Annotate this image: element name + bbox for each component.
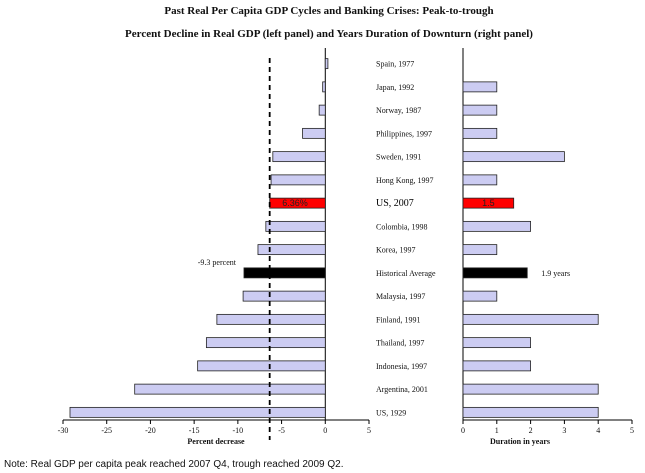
- right-bar-hong-kong-1997: [462, 174, 498, 186]
- right-panel: 0 1 2 3 4 5 Duration in years 1.5 1.9 years: [461, 48, 634, 446]
- category-label-us-1929: US, 1929: [376, 408, 406, 417]
- right-bar-norway-1987: [462, 104, 498, 116]
- category-labels: Spain, 1977 Japan, 1992 Norway, 1987 Philip…: [376, 60, 436, 418]
- left-bar-thailand-1997: [205, 337, 326, 349]
- category-label-argentina-2001: Argentina, 2001: [376, 385, 428, 394]
- right-bar-japan-1992: [462, 81, 498, 93]
- category-label-hong-kong-1997: Hong Kong, 1997: [376, 176, 434, 185]
- right-x-tick-label: 1: [495, 426, 499, 435]
- right-x-axis-title: Duration in years: [490, 437, 550, 446]
- left-bar-us-1929: [69, 406, 326, 418]
- left-x-tick-label: -20: [145, 426, 156, 435]
- category-label-spain-1977: Spain, 1977: [376, 60, 414, 69]
- left-data-label-us2007: 6.36%: [282, 198, 308, 208]
- category-label-sweden-1991: Sweden, 1991: [376, 153, 421, 162]
- right-x-tick-label: 4: [596, 426, 600, 435]
- right-bar-us-2007: [462, 197, 515, 209]
- category-label-malaysia-1997: Malaysia, 1997: [376, 292, 425, 301]
- right-data-label-average: 1.9 years: [541, 269, 570, 278]
- left-bar-hong-kong-1997: [270, 174, 326, 186]
- category-label-korea-1997: Korea, 1997: [376, 246, 416, 255]
- right-bar-malaysia-1997: [462, 290, 498, 302]
- chart-title-line2: Percent Decline in Real GDP (left panel)…: [125, 28, 533, 40]
- right-bar-colombia-1998: [462, 220, 531, 232]
- right-bar-historical-average: [462, 267, 528, 279]
- left-x-axis-title: Percent decrease: [187, 437, 245, 446]
- left-x-tick-label: -5: [278, 426, 285, 435]
- right-bar-finland-1991: [462, 313, 599, 325]
- category-label-indonesia-1997: Indonesia, 1997: [376, 362, 427, 371]
- left-bar-indonesia-1997: [197, 360, 326, 372]
- right-x-tick-label: 0: [461, 426, 465, 435]
- left-bar-historical-average: [243, 267, 326, 279]
- category-label-us-2007: US, 2007: [376, 198, 414, 209]
- category-label-japan-1992: Japan, 1992: [376, 83, 414, 92]
- left-x-tick-label: 0: [323, 426, 327, 435]
- category-label-historical-average: Historical Average: [376, 269, 436, 278]
- left-x-tick-label: -15: [189, 426, 200, 435]
- right-bar-korea-1997: [462, 244, 498, 256]
- right-data-label-us2007: 1.5: [482, 198, 495, 208]
- category-label-finland-1991: Finland, 1991: [376, 315, 420, 324]
- right-bar-argentina-2001: [462, 383, 599, 395]
- category-label-norway-1987: Norway, 1987: [376, 106, 421, 115]
- chart-title-line1: Past Real Per Capita GDP Cycles and Bank…: [164, 5, 493, 17]
- category-label-colombia-1998: Colombia, 1998: [376, 222, 428, 231]
- left-bar-colombia-1998: [265, 220, 326, 232]
- left-bar-norway-1987: [318, 104, 326, 116]
- footnote: Note: Real GDP per capita peak reached 2…: [4, 459, 344, 470]
- left-bar-spain-1977: [324, 58, 329, 70]
- right-bar-indonesia-1997: [462, 360, 531, 372]
- right-bar-thailand-1997: [462, 337, 531, 349]
- left-bar-korea-1997: [257, 244, 326, 256]
- left-x-tick-label: 5: [367, 426, 371, 435]
- right-x-tick-label: 3: [562, 426, 566, 435]
- left-bar-sweden-1991: [272, 151, 326, 163]
- left-panel: -30 -25 -20 -15 -10 -5 0 5 Percent decrease 6.36%…: [58, 48, 371, 446]
- category-label-thailand-1997: Thailand, 1997: [376, 339, 424, 348]
- left-bar-malaysia-1997: [242, 290, 326, 302]
- right-x-tick-label: 2: [529, 426, 533, 435]
- right-x-tick-label: 5: [630, 426, 634, 435]
- left-x-tick-label: -10: [233, 426, 244, 435]
- right-bar-us-1929: [462, 406, 599, 418]
- left-x-tick-label: -25: [101, 426, 112, 435]
- left-bar-japan-1992: [322, 81, 326, 93]
- left-bar-finland-1991: [216, 313, 326, 325]
- left-data-label-average: -9.3 percent: [198, 258, 237, 267]
- left-bar-philippines-1997: [302, 127, 326, 139]
- left-bar-argentina-2001: [134, 383, 326, 395]
- category-label-philippines-1997: Philippines, 1997: [376, 129, 432, 138]
- right-bar-sweden-1991: [462, 151, 565, 163]
- left-x-tick-label: -30: [58, 426, 69, 435]
- right-bar-philippines-1997: [462, 127, 498, 139]
